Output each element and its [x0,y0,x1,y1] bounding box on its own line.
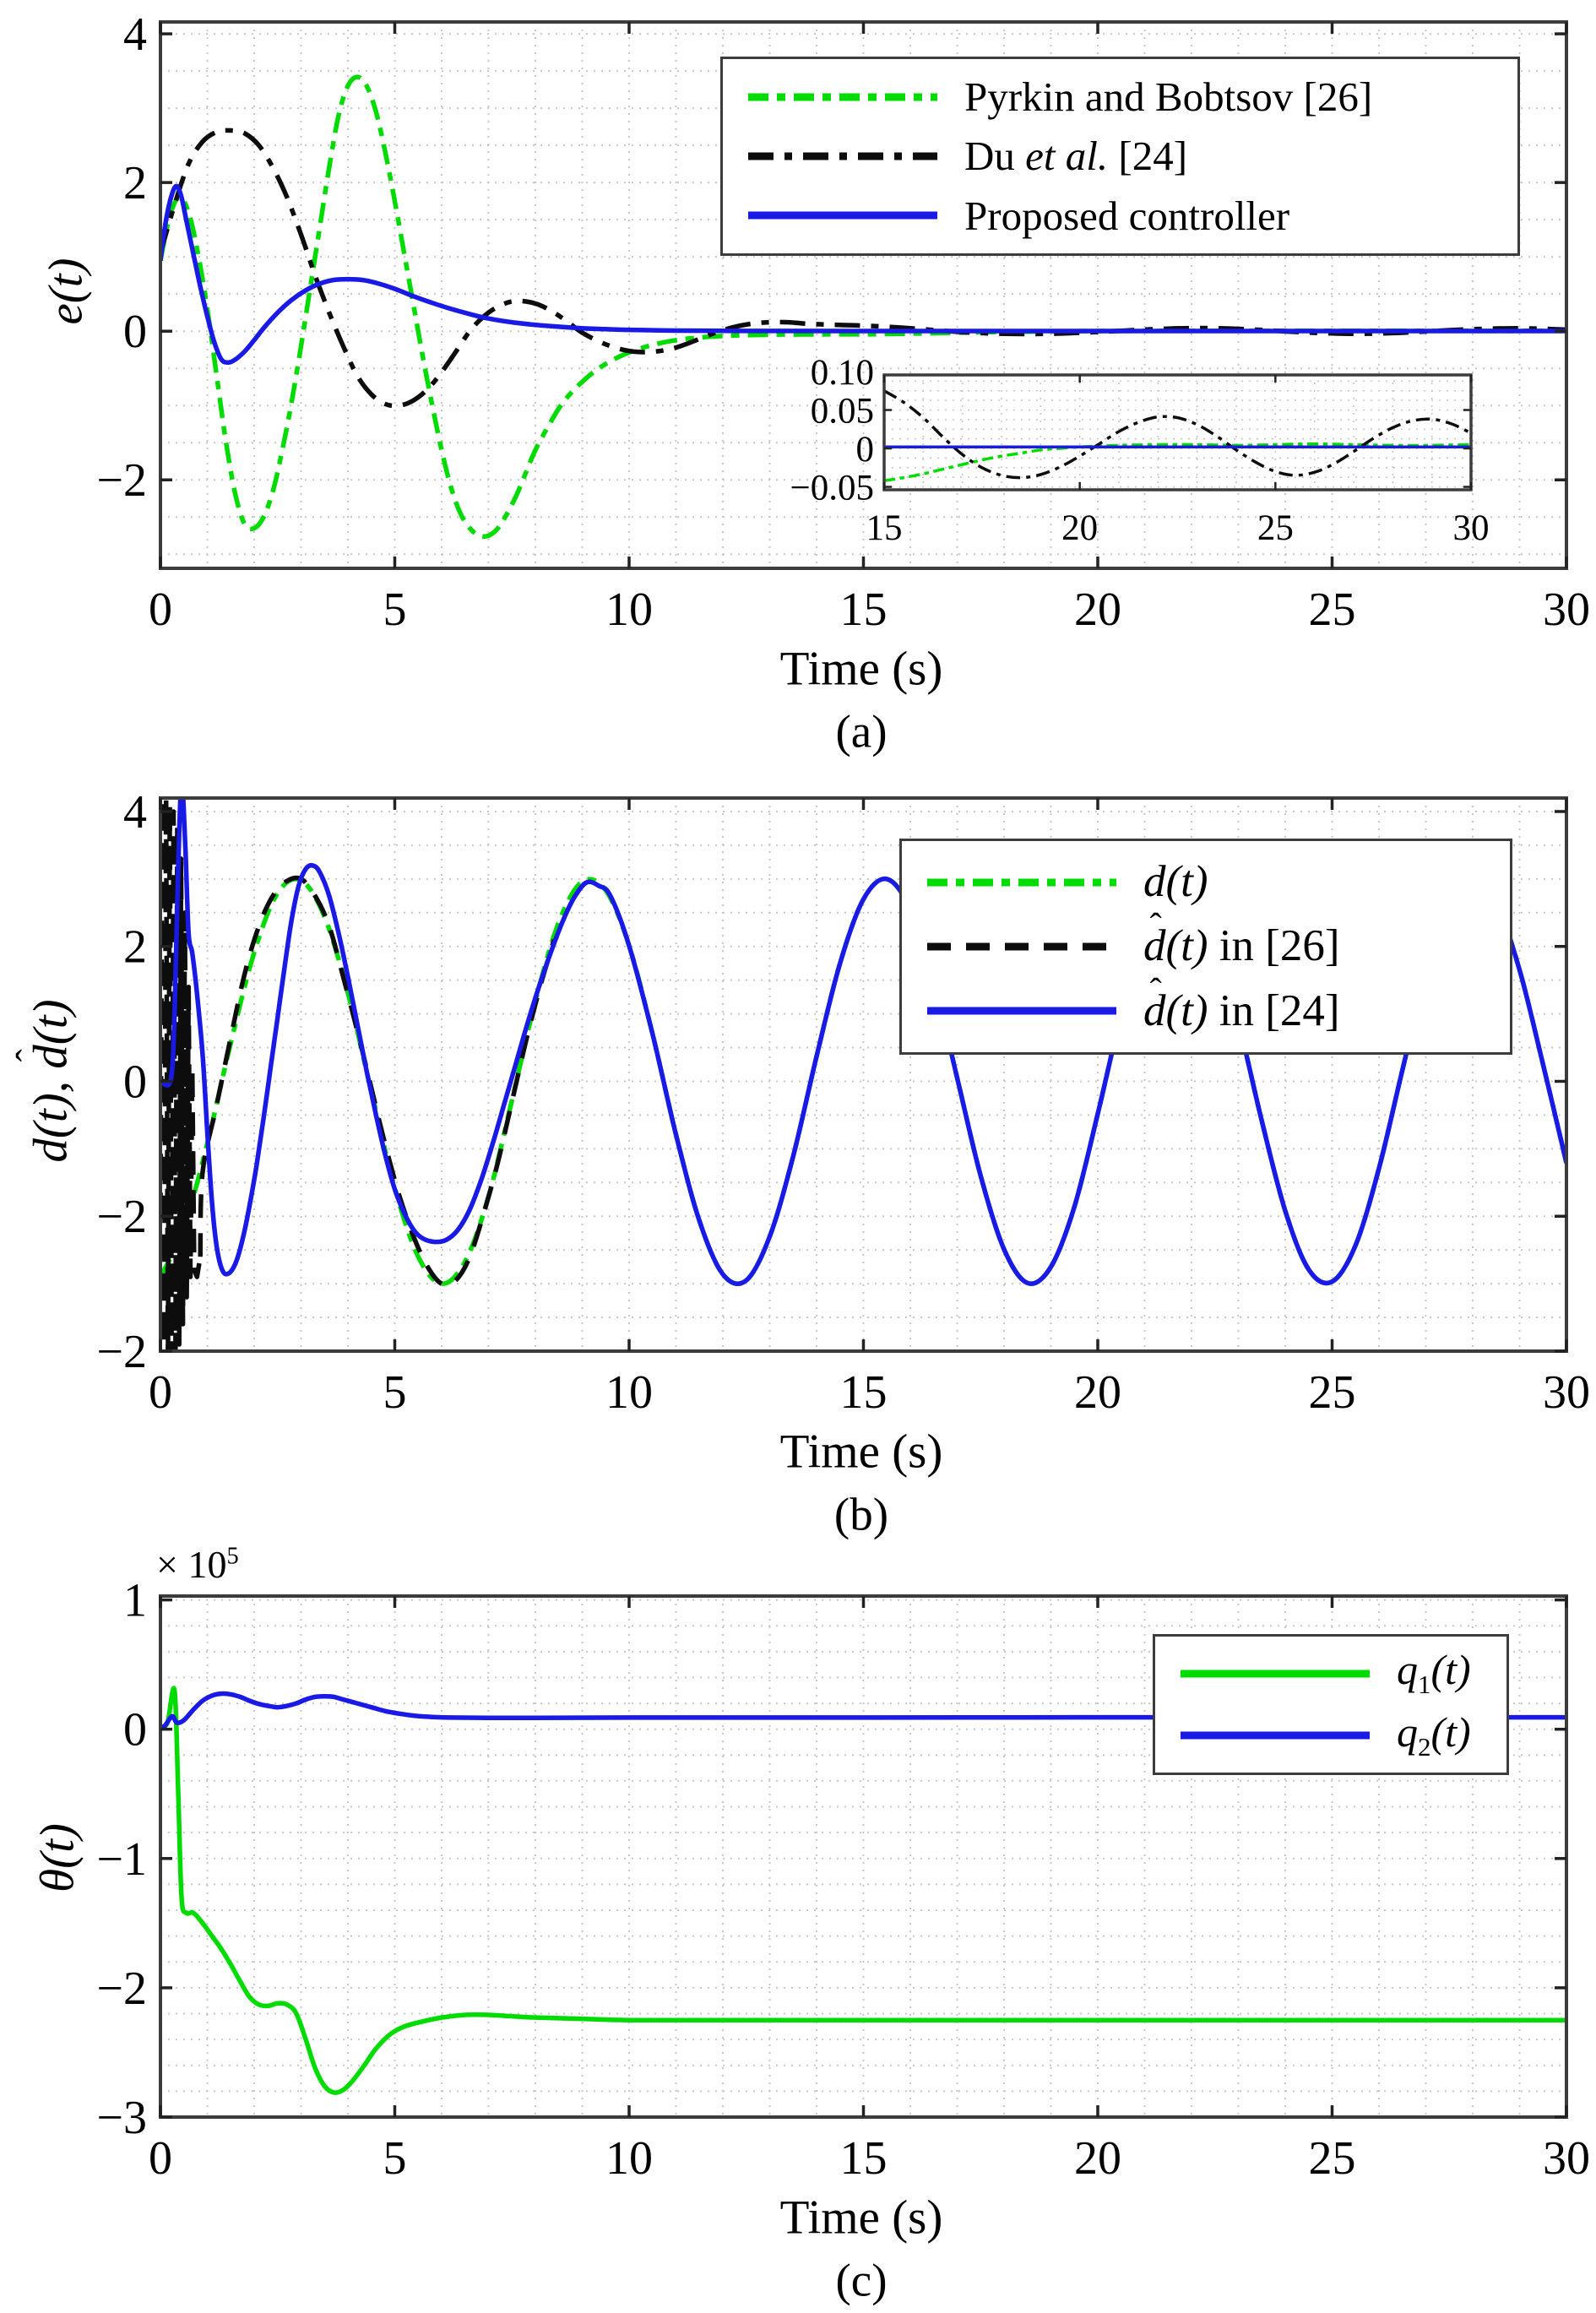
tick-label-x: 25 [1309,584,1356,636]
tick-label-x: 5 [383,584,407,636]
tick-label-x: 30 [1543,2132,1590,2185]
legend-line-q2 [1181,1731,1370,1740]
tick-label-y: 4 [123,8,147,61]
tick-label-y: 4 [123,786,147,839]
tick-label-x: 25 [1257,508,1294,548]
legend-line-q1 [1181,1670,1370,1678]
tick-label-x: 20 [1074,2132,1121,2185]
curve-proposed [160,183,1566,365]
curve-du [160,128,1566,409]
tick-label-y: 0 [123,1704,147,1756]
tick-label-y: −1 [96,1833,147,1886]
tick-label-x: 30 [1543,584,1590,636]
tick-label-y: 0.05 [811,392,874,432]
tick-label-y: 0 [123,306,147,358]
curve-dhat26_transient [160,798,203,1351]
tick-label-x: 5 [383,1366,407,1419]
tick-label-x: 15 [840,1366,888,1419]
legend-item-du: Du et al. [24] [723,133,1517,180]
tick-label-x: 15 [866,508,903,548]
tick-label-x: 10 [605,1366,653,1419]
tick-label-y: −2 [96,454,147,507]
curve-pyrkin [884,442,1471,483]
legend-a: Pyrkin and Bobtsov [26] Du et al. [24] Pro… [720,57,1520,256]
tick-label-y: 2 [123,921,147,974]
caption-a: (a) [835,705,888,757]
tick-label-y: 0 [856,430,875,470]
legend-item-pyrkin: Pyrkin and Bobtsov [26] [723,75,1517,118]
legend-label-proposed: Proposed controller [964,192,1290,239]
tick-label-y: −2 [96,1326,147,1378]
tick-label-y: 1 [123,1575,147,1627]
legend-label-pyrkin: Pyrkin and Bobtsov [26] [964,73,1373,120]
tick-label-y: −3 [96,2092,147,2144]
y-axis-label-b: d(t), d ˆ (t) [8,999,78,1163]
curve-q2 [160,1691,1566,1731]
legend-line-dhat24 [927,1007,1116,1015]
tick-label-x: 0 [149,584,172,636]
legend-line-du [748,152,937,160]
tick-label-y: 0 [123,1056,147,1108]
y-axis-offset-label: × 105 [156,1543,239,1586]
legend-item-proposed: Proposed controller [723,192,1517,239]
tick-label-y: 0.10 [811,353,874,393]
x-axis-label-b: Time (s) [779,1425,943,1479]
curve-du [884,389,1471,480]
legend-line-proposed [748,211,937,220]
legend-item-d: d(t) [902,856,1510,906]
legend-label-q2: q2(t) [1397,1708,1471,1762]
caption-b: (b) [833,1488,889,1540]
legend-line-dhat26 [927,942,1116,951]
caption-c: (c) [835,2254,888,2306]
tick-label-x: 15 [840,2132,888,2185]
tick-label-x: 25 [1309,1366,1356,1419]
tick-label-x: 30 [1453,508,1490,548]
y-axis-label-c: θ(t) [30,1823,84,1892]
tick-label-x: 25 [1309,2132,1356,2185]
legend-label-dhat24: d ˆ (t) in [24] [1143,970,1340,1035]
legend-line-pyrkin [748,93,937,101]
legend-b: d(t) d ˆ (t) in [26] d ˆ (t) in [24] [899,839,1512,1055]
x-axis-label-c: Time (s) [779,2191,943,2245]
tick-label-y: 2 [123,157,147,209]
legend-line-d [927,878,1116,887]
x-axis-label-a: Time (s) [779,642,943,696]
tick-label-x: 5 [383,2132,407,2185]
legend-label-d: d(t) [1143,856,1208,906]
tick-label-x: 15 [840,584,888,636]
tick-label-y: −2 [96,1191,147,1243]
curve-q1 [160,1686,1566,2095]
tick-label-x: 20 [1061,508,1098,548]
tick-label-y: −0.05 [790,469,874,508]
legend-label-q1: q1(t) [1397,1646,1471,1700]
tick-label-x: 20 [1074,584,1121,636]
tick-label-x: 10 [605,584,653,636]
legend-label-dhat26: d ˆ (t) in [26] [1143,906,1340,971]
legend-c: q1(t) q2(t) [1153,1634,1509,1775]
tick-label-y: −2 [96,1963,147,2015]
tick-label-x: 10 [605,2132,653,2185]
y-axis-label-a: e(t) [39,258,93,325]
panel-a-inset-plot: 15 20 25 30 0.100.050−0.05 [790,353,1489,548]
legend-item-q2: q2(t) [1155,1710,1506,1762]
tick-label-x: 0 [149,1366,172,1419]
tick-label-x: 0 [149,2132,172,2185]
legend-item-q1: q1(t) [1155,1648,1506,1699]
tick-label-x: 30 [1543,1366,1590,1419]
legend-item-dhat26: d ˆ (t) in [26] [902,906,1510,971]
tick-label-x: 20 [1074,1366,1121,1419]
legend-item-dhat24: d ˆ (t) in [24] [902,970,1510,1035]
curve-dhat26 [198,875,556,1288]
legend-label-du: Du et al. [24] [964,133,1188,180]
